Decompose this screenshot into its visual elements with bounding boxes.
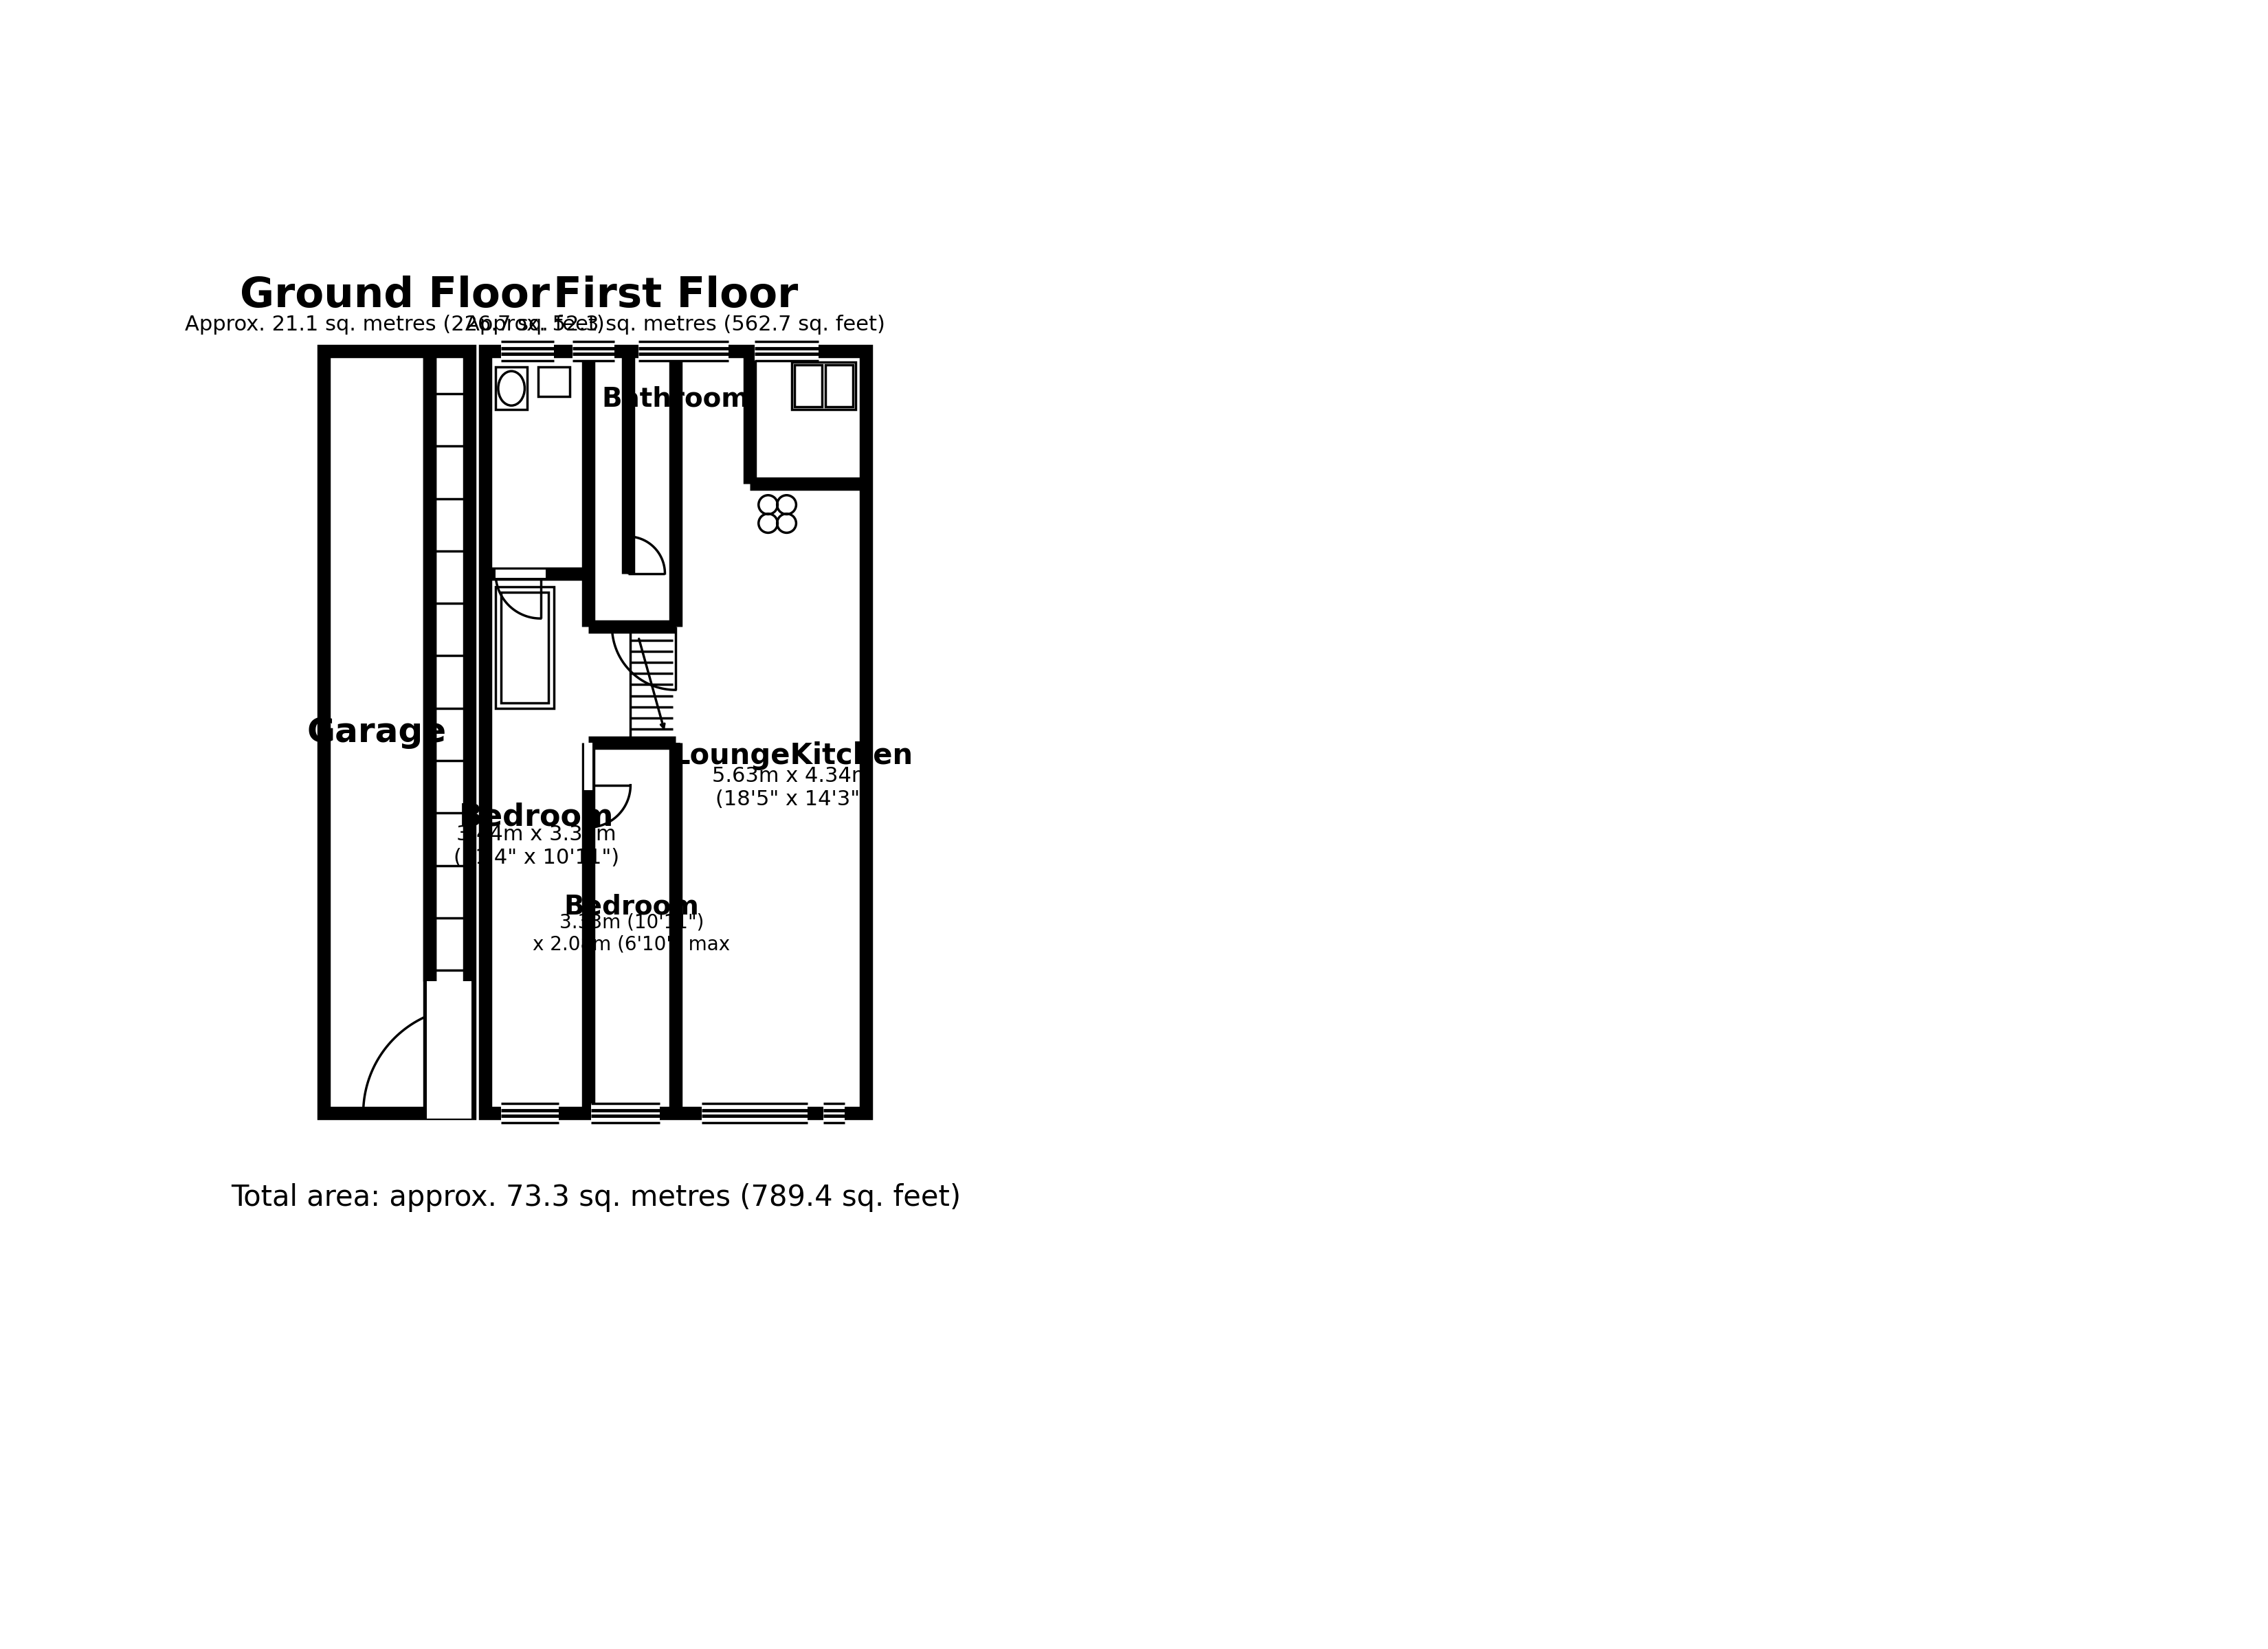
Bar — [823, 1103, 844, 1123]
Bar — [538, 368, 569, 396]
Bar — [826, 364, 853, 407]
Text: Bathroom: Bathroom — [601, 386, 748, 412]
Bar — [494, 569, 547, 577]
Bar — [494, 587, 553, 709]
Bar — [703, 1103, 807, 1123]
Bar — [572, 341, 615, 361]
Bar — [494, 368, 526, 409]
Bar — [640, 341, 728, 361]
Text: Bedroom: Bedroom — [565, 894, 699, 920]
Bar — [485, 351, 866, 1113]
Text: Approx. 52.3 sq. metres (562.7 sq. feet): Approx. 52.3 sq. metres (562.7 sq. feet) — [465, 315, 885, 335]
Text: 3.44m x 3.32m
(11'4" x 10'11"): 3.44m x 3.32m (11'4" x 10'11") — [454, 824, 619, 867]
Text: Garage: Garage — [306, 716, 447, 749]
Text: Bedroom: Bedroom — [458, 801, 615, 831]
Text: 3.33m (10'11")
x 2.08m (6'10") max: 3.33m (10'11") x 2.08m (6'10") max — [533, 912, 730, 955]
Text: First Floor: First Floor — [553, 275, 798, 317]
Bar — [324, 351, 469, 1113]
Text: Ground Floor: Ground Floor — [240, 275, 549, 317]
Bar — [590, 1103, 660, 1123]
Text: LoungeKitchen: LoungeKitchen — [671, 742, 912, 770]
Bar — [501, 341, 553, 361]
Text: 5.63m x 4.34m
(18'5" x 14'3"): 5.63m x 4.34m (18'5" x 14'3") — [712, 767, 871, 810]
Text: Total area: approx. 73.3 sq. metres (789.4 sq. feet): Total area: approx. 73.3 sq. metres (789… — [231, 1184, 962, 1212]
Bar — [792, 361, 855, 409]
Bar — [501, 592, 549, 702]
Text: Approx. 21.1 sq. metres (226.7 sq. feet): Approx. 21.1 sq. metres (226.7 sq. feet) — [186, 315, 606, 335]
Bar — [794, 364, 821, 407]
Bar — [755, 341, 819, 361]
Bar — [583, 742, 592, 790]
Bar — [426, 981, 472, 1118]
Bar — [501, 1103, 560, 1123]
